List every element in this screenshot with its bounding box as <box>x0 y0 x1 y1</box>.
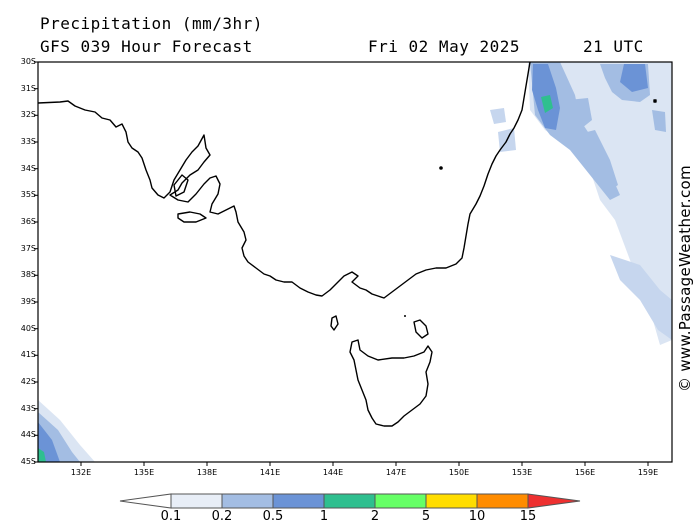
watermark: © www.PassageWeather.com <box>676 165 694 392</box>
colorbar-label: 10 <box>468 509 486 524</box>
lat-label: 33S <box>20 137 36 146</box>
lat-label: 30S <box>20 57 36 66</box>
model-run: GFS 039 Hour Forecast <box>40 37 253 56</box>
forecast-date: Fri 02 May 2025 <box>368 37 520 56</box>
island-dot <box>439 166 443 170</box>
precip-mid-east-7 <box>652 110 666 132</box>
lat-label: 38S <box>20 270 36 279</box>
lat-label: 35S <box>20 190 36 199</box>
colorbar-right-arrow <box>527 493 581 509</box>
colorbar <box>119 493 581 509</box>
king-island <box>330 315 339 331</box>
precip-areas-southwest <box>38 400 95 462</box>
lat-label: 36S <box>20 217 36 226</box>
colorbar-swatch-2 <box>221 493 274 509</box>
colorbar-label: 5 <box>421 509 431 524</box>
colorbar-label: 2 <box>370 509 380 524</box>
lon-label: 132E <box>70 468 92 477</box>
lon-label: 141E <box>259 468 281 477</box>
lat-label: 37S <box>20 244 36 253</box>
precip-mid-east-8 <box>610 255 672 340</box>
lat-label: 41S <box>20 350 36 359</box>
colorbar-swatch-3 <box>272 493 325 509</box>
mainland-coast <box>37 61 531 299</box>
precip-areas-east <box>490 62 672 345</box>
colorbar-label: 0.2 <box>211 509 233 524</box>
lon-label: 138E <box>196 468 218 477</box>
lat-ticks <box>34 61 38 463</box>
forecast-time: 21 UTC <box>583 37 644 56</box>
kangaroo-island <box>177 211 207 223</box>
precip-heavy-east-2 <box>620 64 648 92</box>
lon-label: 147E <box>385 468 407 477</box>
title: Precipitation (mm/3hr) <box>40 14 263 33</box>
coastline <box>37 61 657 427</box>
lat-label: 44S <box>20 430 36 439</box>
colorbar-label: 15 <box>519 509 537 524</box>
colorbar-label: 0.5 <box>262 509 284 524</box>
lat-label: 45S <box>20 457 36 466</box>
tasmania-coast <box>349 339 433 427</box>
lat-label: 32S <box>20 110 36 119</box>
lord-howe-marker <box>653 99 657 103</box>
lon-label: 153E <box>511 468 533 477</box>
lon-label: 156E <box>574 468 596 477</box>
precip-mid-east-3 <box>568 98 592 128</box>
colorbar-left-arrow <box>119 493 172 509</box>
lon-label: 144E <box>322 468 344 477</box>
yorke-peninsula <box>173 174 189 197</box>
lat-label: 34S <box>20 164 36 173</box>
island-dot <box>404 315 406 317</box>
colorbar-swatch-5 <box>374 493 427 509</box>
lat-label: 42S <box>20 377 36 386</box>
lat-label: 31S <box>20 84 36 93</box>
precip-light-east-5 <box>490 108 506 124</box>
lat-label: 39S <box>20 297 36 306</box>
colorbar-label: 0.1 <box>160 509 182 524</box>
colorbar-label: 1 <box>319 509 329 524</box>
lon-label: 159E <box>637 468 659 477</box>
colorbar-swatch-6 <box>425 493 478 509</box>
precip-green-sw <box>38 448 46 462</box>
lon-label: 150E <box>448 468 470 477</box>
colorbar-swatch-7 <box>476 493 529 509</box>
lon-label: 135E <box>133 468 155 477</box>
precip-mid-east-4 <box>575 130 618 192</box>
lon-ticks <box>80 462 649 466</box>
colorbar-swatch-1 <box>170 493 223 509</box>
precip-green-east <box>541 95 553 113</box>
colorbar-swatch-4 <box>323 493 376 509</box>
flinders-island <box>413 319 429 339</box>
lat-label: 43S <box>20 404 36 413</box>
lat-label: 40S <box>20 324 36 333</box>
map-frame <box>37 61 673 463</box>
